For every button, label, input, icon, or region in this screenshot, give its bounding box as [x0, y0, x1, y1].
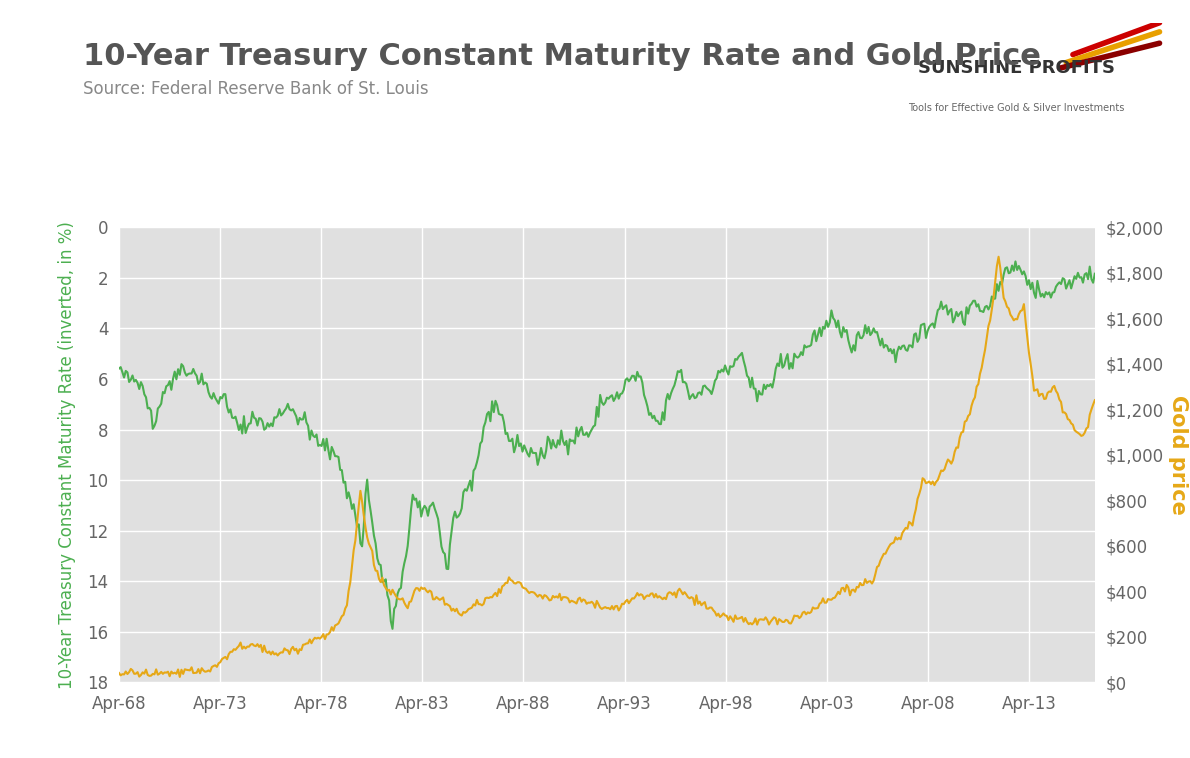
Text: Source: Federal Reserve Bank of St. Louis: Source: Federal Reserve Bank of St. Loui… [83, 80, 428, 98]
Text: 10-Year Treasury Constant Maturity Rate and Gold Price: 10-Year Treasury Constant Maturity Rate … [83, 42, 1041, 70]
Y-axis label: Gold price: Gold price [1169, 395, 1189, 515]
Y-axis label: 10-Year Treasury Constant Maturity Rate (inverted, in %): 10-Year Treasury Constant Maturity Rate … [58, 221, 76, 689]
Text: SUNSHINE PROFITS: SUNSHINE PROFITS [917, 59, 1115, 77]
Text: Tools for Effective Gold & Silver Investments: Tools for Effective Gold & Silver Invest… [908, 103, 1125, 113]
